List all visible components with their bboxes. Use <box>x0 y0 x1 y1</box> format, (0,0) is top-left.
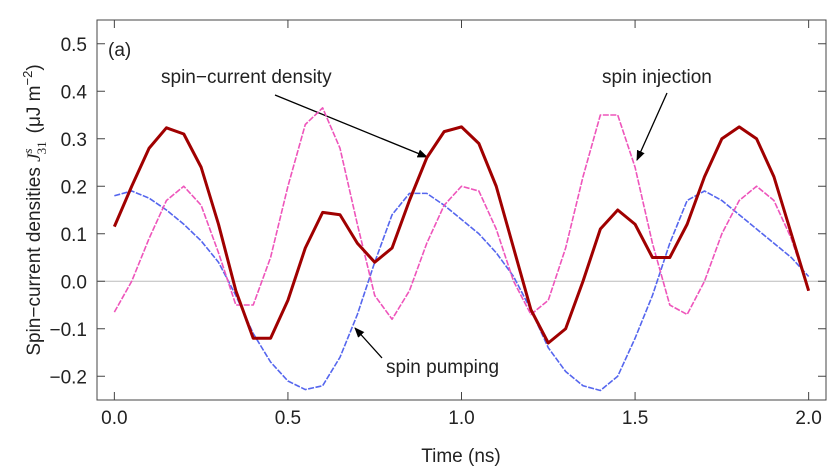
y-label-unit: (μJ m <box>24 85 45 133</box>
y-label-sub: 31 <box>34 141 49 154</box>
x-tick-label: 2.0 <box>795 408 821 429</box>
annotation: spin−current density <box>161 67 332 88</box>
x-tick-label: 0.5 <box>275 408 301 429</box>
y-tick-label: −0.2 <box>49 367 87 388</box>
y-label-symbol: J <box>24 152 45 162</box>
x-tick-label: 0.0 <box>101 408 127 429</box>
arrow <box>354 327 383 359</box>
y-label-close: ) <box>24 64 45 70</box>
y-tick-label: 0.4 <box>61 82 88 103</box>
series-line <box>114 190 810 392</box>
y-label-text: Spin−current densities <box>24 167 45 356</box>
y-tick-label: 0.1 <box>61 225 87 246</box>
y-tick-label: 0.2 <box>61 177 87 198</box>
x-axis-label: Time (ns) <box>421 446 501 467</box>
series-line <box>113 107 810 321</box>
y-label-sup: s <box>20 148 35 153</box>
y-label-exp: −2 <box>20 71 35 86</box>
x-tick-label: 1.0 <box>448 408 474 429</box>
y-tick-label: 0.0 <box>61 272 87 293</box>
arrow <box>636 92 668 161</box>
y-tick-label: 0.5 <box>61 35 87 56</box>
y-tick-label: 0.3 <box>61 130 87 151</box>
series-line <box>112 125 811 345</box>
panel-label: (a) <box>108 40 131 61</box>
arrow <box>274 94 428 158</box>
annotation: spin injection <box>602 67 712 88</box>
y-tick-label: −0.1 <box>49 320 87 341</box>
annotation: spin pumping <box>386 357 499 378</box>
y-axis-label: Spin−current densities Js31 (μJ m−2) <box>20 64 49 355</box>
x-tick-label: 1.5 <box>622 408 648 429</box>
